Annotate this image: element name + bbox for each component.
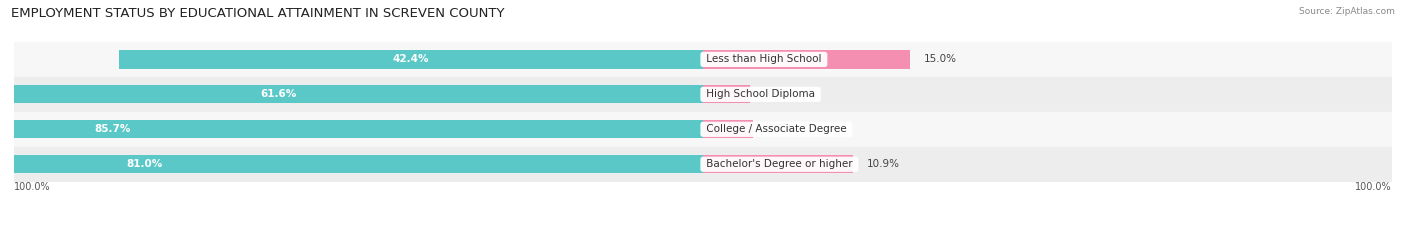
Text: 61.6%: 61.6% bbox=[260, 89, 297, 99]
Text: Bachelor's Degree or higher: Bachelor's Degree or higher bbox=[703, 159, 856, 169]
Text: 85.7%: 85.7% bbox=[94, 124, 131, 134]
Text: Less than High School: Less than High School bbox=[703, 55, 825, 64]
Bar bbox=[0, 120, 703, 138]
Text: 81.0%: 81.0% bbox=[127, 159, 163, 169]
Text: 10.9%: 10.9% bbox=[868, 159, 900, 169]
Text: Source: ZipAtlas.com: Source: ZipAtlas.com bbox=[1299, 7, 1395, 16]
Bar bbox=[703, 155, 853, 173]
Text: 15.0%: 15.0% bbox=[924, 55, 956, 64]
Bar bbox=[14, 147, 1392, 182]
Bar bbox=[118, 50, 703, 69]
Text: 3.4%: 3.4% bbox=[763, 89, 790, 99]
Bar bbox=[14, 77, 1392, 112]
Bar bbox=[0, 155, 703, 173]
Bar bbox=[14, 42, 1392, 77]
Bar bbox=[703, 120, 752, 138]
Bar bbox=[0, 85, 703, 103]
Text: 42.4%: 42.4% bbox=[392, 55, 429, 64]
Text: College / Associate Degree: College / Associate Degree bbox=[703, 124, 849, 134]
Bar bbox=[703, 50, 910, 69]
Text: 3.6%: 3.6% bbox=[766, 124, 793, 134]
Text: EMPLOYMENT STATUS BY EDUCATIONAL ATTAINMENT IN SCREVEN COUNTY: EMPLOYMENT STATUS BY EDUCATIONAL ATTAINM… bbox=[11, 7, 505, 20]
Bar bbox=[703, 85, 749, 103]
Text: High School Diploma: High School Diploma bbox=[703, 89, 818, 99]
Text: 100.0%: 100.0% bbox=[14, 182, 51, 192]
Bar bbox=[14, 112, 1392, 147]
Text: 100.0%: 100.0% bbox=[1355, 182, 1392, 192]
